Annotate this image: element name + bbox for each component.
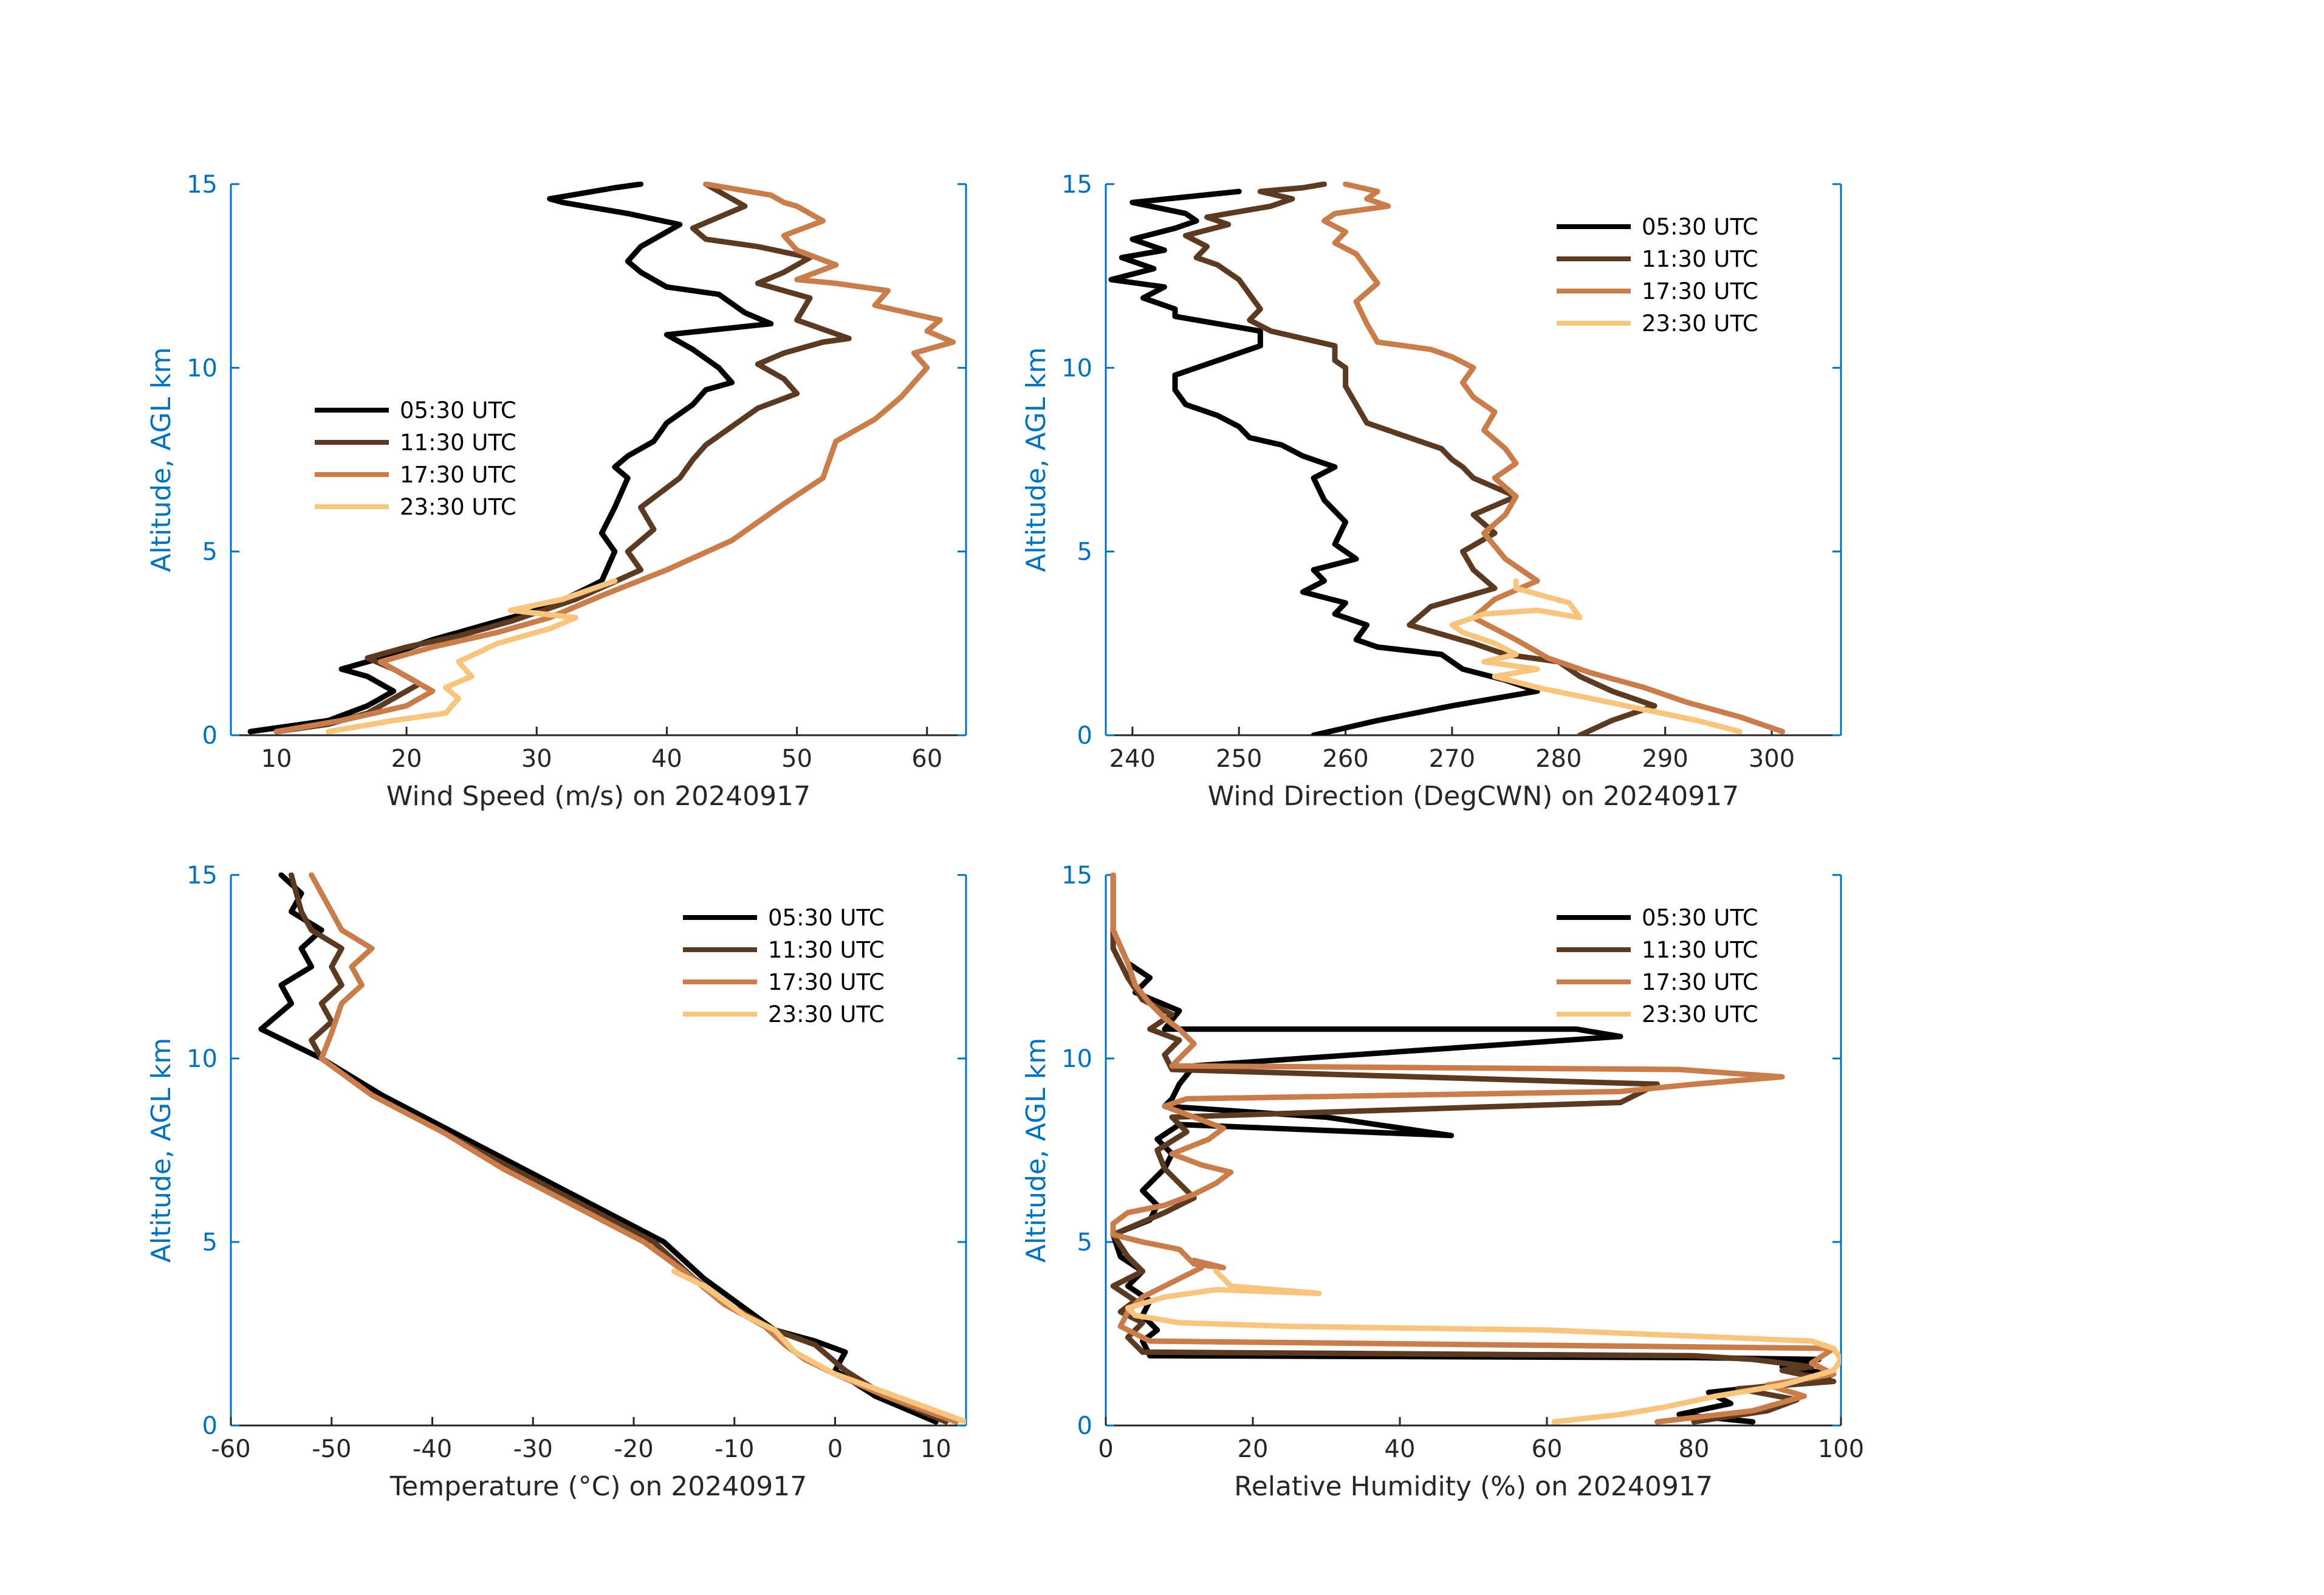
y-tick-label: 15 [1061, 862, 1092, 890]
series-line-0530 [258, 873, 939, 1425]
legend-label: 11:30 UTC [1642, 246, 1758, 272]
legend-label: 17:30 UTC [1642, 969, 1758, 995]
legend: 05:30 UTC 11:30 UTC 17:30 UTC 23:30 UTC [1557, 905, 1758, 1027]
x-axis-label: Wind Direction (DegCWN) on 20240917 [1208, 781, 1739, 812]
x-tick-label: 40 [651, 745, 682, 773]
x-tick-label: 0 [1098, 1435, 1113, 1463]
legend-label: 17:30 UTC [1642, 278, 1758, 304]
x-tick-label: 10 [261, 745, 292, 773]
x-tick-label: 0 [828, 1435, 843, 1463]
legend-label: 17:30 UTC [768, 969, 885, 995]
legend-label: 05:30 UTC [768, 905, 885, 931]
legend: 05:30 UTC 11:30 UTC 17:30 UTC 23:30 UTC [1557, 214, 1758, 337]
y-tick-label: 10 [1061, 1045, 1092, 1073]
series-line-1730 [1110, 873, 1837, 1425]
x-axis-label: Temperature (°C) on 20240917 [389, 1471, 807, 1502]
legend: 05:30 UTC 11:30 UTC 17:30 UTC 23:30 UTC [683, 905, 885, 1027]
series-line-0530 [247, 182, 774, 735]
x-tick-label: -50 [312, 1435, 351, 1463]
legend-label: 23:30 UTC [768, 1001, 885, 1027]
x-tick-label: -40 [413, 1435, 452, 1463]
x-axis-label: Relative Humidity (%) on 20240917 [1234, 1471, 1713, 1502]
legend-label: 11:30 UTC [1642, 937, 1758, 963]
y-tick-label: 0 [1077, 1412, 1092, 1440]
series-line-1130 [1183, 182, 1657, 735]
x-tick-label: -30 [513, 1435, 553, 1463]
x-tick-label: -60 [211, 1435, 250, 1463]
x-tick-label: -20 [614, 1435, 653, 1463]
series-line-0530 [1108, 188, 1540, 735]
x-tick-label: 50 [781, 745, 812, 773]
y-axis-label: Altitude, AGL km [1021, 347, 1052, 572]
series-line-1730 [273, 182, 956, 735]
x-tick-label: 300 [1749, 745, 1795, 773]
legend-label: 23:30 UTC [400, 494, 516, 520]
series-line-1130 [1110, 873, 1837, 1425]
legend-label: 23:30 UTC [1642, 310, 1758, 337]
x-tick-label: 260 [1322, 745, 1368, 773]
y-axis-label: Altitude, AGL km [1021, 1038, 1052, 1263]
legend-label: 05:30 UTC [1642, 214, 1758, 240]
chart-panel-4: 0 5 10 15 0 20 40 60 80 100 Altitude, AGL km Relati… [1021, 862, 1864, 1502]
x-tick-label: 20 [391, 745, 422, 773]
x-tick-label: 30 [521, 745, 552, 773]
x-tick-label: 60 [1532, 1435, 1563, 1463]
x-tick-label: 60 [911, 745, 942, 773]
x-axis-label: Wind Speed (m/s) on 20240917 [386, 781, 811, 812]
y-tick-label: 5 [1077, 1229, 1092, 1257]
x-tick-label: 100 [1818, 1435, 1864, 1463]
x-tick-label: 20 [1238, 1435, 1269, 1463]
x-tick-label: 240 [1109, 745, 1156, 773]
legend: 05:30 UTC 11:30 UTC 17:30 UTC 23:30 UTC [315, 397, 516, 520]
x-tick-label: 280 [1535, 745, 1582, 773]
series-line-1730 [1321, 182, 1786, 735]
series-line-2330 [671, 1268, 966, 1425]
x-tick-label: 250 [1216, 745, 1262, 773]
y-tick-label: 10 [187, 1045, 218, 1073]
y-tick-label: 5 [202, 538, 218, 566]
x-tick-label: 80 [1679, 1435, 1710, 1463]
legend-label: 23:30 UTC [1642, 1001, 1758, 1027]
legend-label: 05:30 UTC [400, 397, 516, 424]
y-tick-label: 15 [187, 862, 218, 890]
y-tick-label: 0 [202, 722, 218, 750]
x-tick-label: -10 [715, 1435, 754, 1463]
legend-label: 11:30 UTC [400, 430, 516, 456]
y-tick-label: 10 [1061, 354, 1092, 382]
x-tick-label: 270 [1429, 745, 1475, 773]
y-tick-label: 0 [1077, 722, 1092, 750]
x-tick-label: 40 [1385, 1435, 1416, 1463]
legend-label: 17:30 UTC [400, 462, 516, 488]
series-line-2330 [326, 578, 618, 735]
series-line-2330 [1125, 1268, 1841, 1425]
y-tick-label: 10 [187, 354, 218, 382]
y-tick-label: 5 [202, 1229, 218, 1257]
y-tick-label: 0 [202, 1412, 218, 1440]
y-tick-label: 5 [1077, 538, 1092, 566]
chart-panel-2: 0 5 10 15 240 250 260 270 280 290 300 Altitude, AGL… [1021, 171, 1842, 812]
y-axis-label: Altitude, AGL km [146, 1038, 177, 1263]
y-axis-label: Altitude, AGL km [146, 347, 177, 572]
series-line-2330 [1449, 578, 1743, 735]
legend-label: 11:30 UTC [768, 937, 885, 963]
chart-panel-3: 0 5 10 15 -60 -50 -40 -30 -20 -10 0 10 Altitude, AGL… [146, 862, 967, 1502]
chart-panel-1: 0 5 10 15 10 20 30 40 50 60 Altitude, AGL km Wind S… [146, 171, 967, 812]
legend-label: 05:30 UTC [1642, 905, 1758, 931]
y-tick-label: 15 [187, 171, 218, 199]
x-tick-label: 10 [920, 1435, 951, 1463]
y-tick-label: 15 [1061, 171, 1092, 199]
x-tick-label: 290 [1642, 745, 1688, 773]
